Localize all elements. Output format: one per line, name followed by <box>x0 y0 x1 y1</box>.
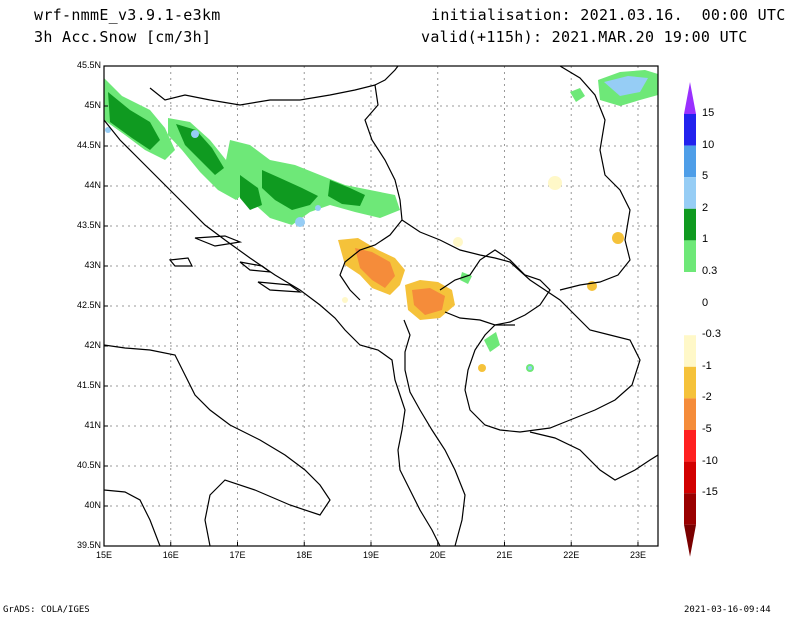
snow-contour <box>191 130 199 138</box>
border <box>149 84 403 301</box>
field-title: 3h Acc.Snow [cm/3h] <box>34 28 212 46</box>
snow-contour <box>478 364 486 372</box>
lat-label: 45N <box>84 100 101 110</box>
snow-contour <box>342 297 348 303</box>
credit-label: GrADS: COLA/IGES <box>3 605 90 615</box>
lat-label: 43N <box>84 260 101 270</box>
lat-label: 40.5N <box>76 460 101 470</box>
colorbar-swatch <box>684 461 696 494</box>
coastlines-borders <box>104 66 658 546</box>
lon-label: 19E <box>362 550 379 560</box>
snow-contour <box>528 366 532 370</box>
lon-label: 21E <box>496 550 513 560</box>
colorbar-swatch <box>684 114 696 146</box>
snow-contour <box>176 124 224 175</box>
colorbar-label: 0.3 <box>702 265 718 277</box>
lon-label: 18E <box>296 550 313 560</box>
coastline <box>104 344 331 546</box>
island <box>257 281 303 293</box>
colorbar-label: 15 <box>702 107 715 119</box>
lat-label: 42N <box>84 340 101 350</box>
colorbar-label: -1 <box>702 359 712 372</box>
colorbar-bottom-arrow <box>684 524 696 557</box>
colorbar-swatch <box>684 493 696 525</box>
colorbar-swatch <box>684 240 696 272</box>
colorbar-swatch <box>684 272 696 304</box>
colorbar-swatch <box>684 335 696 367</box>
snow-contour <box>328 180 365 206</box>
island <box>168 257 193 267</box>
colorbar-swatch <box>684 303 696 336</box>
snow-contour <box>612 232 624 244</box>
colorbar-top-arrow <box>684 82 696 114</box>
snow-contour <box>262 170 318 210</box>
colorbar-label: 0 <box>702 296 709 309</box>
snow-contour <box>412 288 445 315</box>
lon-label: 22E <box>563 550 580 560</box>
colorbar-label: -10 <box>702 454 718 467</box>
colorbar-swatch <box>684 430 696 462</box>
lat-label: 41.5N <box>76 380 101 390</box>
colorbar-label: -15 <box>702 486 718 499</box>
model-title: wrf-nmmE_v3.9.1-e3km <box>34 6 221 24</box>
lat-label: 45.5N <box>76 60 101 70</box>
lat-label: 43.5N <box>76 220 101 230</box>
lat-label: 44N <box>84 180 101 190</box>
lon-label: 20E <box>429 550 446 560</box>
island <box>194 235 243 247</box>
valid-time: valid(+115h): 2021.MAR.20 19:00 UTC <box>421 28 748 46</box>
coastline <box>104 119 441 546</box>
init-time: initialisation: 2021.03.16. 00:00 UTC <box>431 6 786 24</box>
border <box>529 431 658 481</box>
colorbar-label: 1 <box>702 233 709 246</box>
colorbar-label: 5 <box>702 170 709 183</box>
snow-contour <box>226 140 400 225</box>
lon-label: 17E <box>229 550 246 560</box>
colorbar-label: -0.3 <box>702 328 721 341</box>
colorbar-swatch <box>684 398 696 430</box>
snow-contour <box>570 88 585 102</box>
lat-label: 42.5N <box>76 300 101 310</box>
lat-label: 39.5N <box>76 540 101 550</box>
lon-label: 23E <box>629 550 646 560</box>
snow-contour <box>240 175 262 210</box>
colorbar-label: -2 <box>702 391 712 404</box>
lat-label: 40N <box>84 500 101 510</box>
colorbar-label: 10 <box>702 138 715 151</box>
snow-contour <box>105 127 111 133</box>
lat-label: 44.5N <box>76 140 101 150</box>
snow-contour <box>355 248 395 288</box>
coastline <box>104 489 161 546</box>
border <box>401 219 641 433</box>
colorbar-label: 2 <box>702 201 709 214</box>
border <box>559 66 631 291</box>
island <box>239 261 273 273</box>
snow-contour <box>315 205 321 211</box>
colorbar-swatch <box>684 177 696 209</box>
colorbar-label: -5 <box>702 423 712 435</box>
snow-contour <box>604 76 648 96</box>
snow-contour <box>108 92 160 150</box>
timestamp-label: 2021-03-16-09:44 <box>684 605 771 615</box>
border <box>439 249 551 326</box>
snow-contour <box>453 237 463 247</box>
snow-field <box>104 70 658 372</box>
lat-label: 41N <box>84 420 101 430</box>
snow-contour <box>295 217 305 227</box>
colorbar <box>684 82 696 557</box>
colorbar-swatch <box>684 208 696 241</box>
snow-contour <box>548 176 562 190</box>
border <box>403 319 466 546</box>
colorbar-swatch <box>684 145 696 178</box>
lon-label: 15E <box>96 550 113 560</box>
snow-contour <box>484 332 500 352</box>
colorbar-swatch <box>684 366 696 399</box>
border <box>374 66 399 86</box>
lon-label: 16E <box>162 550 179 560</box>
